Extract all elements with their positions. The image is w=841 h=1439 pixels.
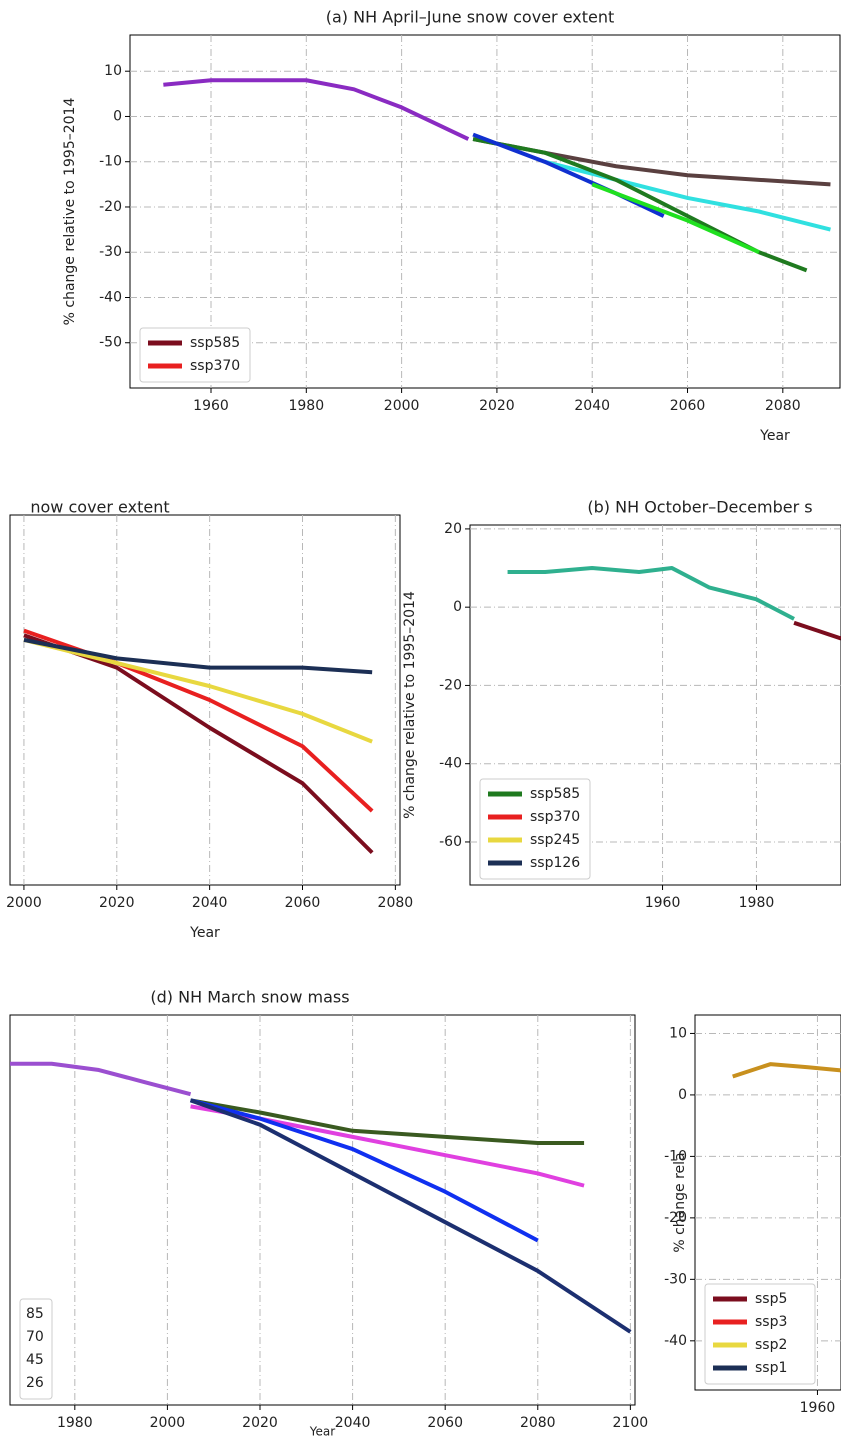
y-tick-label: 0 bbox=[113, 108, 122, 124]
x-tick-label: 2020 bbox=[479, 398, 515, 414]
legend-label: 26 bbox=[26, 1375, 44, 1391]
y-tick-label: -30 bbox=[664, 1271, 687, 1287]
figure: 1960198020002020204020602080100-10-20-30… bbox=[0, 0, 841, 1439]
x-tick-label: 1980 bbox=[739, 895, 775, 911]
y-tick-label: -40 bbox=[439, 756, 462, 772]
y-tick-label: -40 bbox=[99, 289, 122, 305]
x-tick-label: 2080 bbox=[520, 1415, 556, 1431]
y-tick-label: 10 bbox=[104, 63, 122, 79]
legend-label: ssp3 bbox=[755, 1314, 787, 1330]
y-tick-label: -60 bbox=[439, 834, 462, 850]
y-axis-label: % change rela bbox=[672, 1152, 688, 1252]
x-tick-label: 2020 bbox=[242, 1415, 278, 1431]
legend-label: 70 bbox=[26, 1329, 44, 1345]
legend-label: 85 bbox=[26, 1306, 44, 1322]
chart-title: (b) NH October–December s bbox=[587, 498, 812, 517]
y-tick-label: -50 bbox=[99, 335, 122, 351]
chart-panel: 1980 2000 2020 2040 2060 2080 2100 (d) NH March… bbox=[10, 988, 648, 1439]
y-tick-label: 20 bbox=[444, 521, 462, 537]
x-tick-label: 1960 bbox=[645, 895, 681, 911]
x-tick-label: 2000 bbox=[150, 1415, 186, 1431]
y-axis-label: % change relative to 1995–2014 bbox=[402, 591, 418, 819]
plot-area bbox=[10, 1015, 635, 1405]
x-tick-label: 2040 bbox=[335, 1415, 371, 1431]
legend-label: ssp1 bbox=[755, 1360, 787, 1376]
x-tick-label: 2020 bbox=[99, 895, 135, 911]
legend-label: ssp585 bbox=[190, 335, 240, 351]
x-tick-label: 2100 bbox=[613, 1415, 649, 1431]
x-tick-label: 2040 bbox=[192, 895, 228, 911]
x-tick-label: 1980 bbox=[288, 398, 324, 414]
y-tick-label: 0 bbox=[678, 1087, 687, 1103]
x-axis-label: Year bbox=[189, 925, 220, 941]
x-tick-label: 1980 bbox=[57, 1415, 93, 1431]
y-tick-label: 10 bbox=[669, 1025, 687, 1041]
legend-label: 45 bbox=[26, 1352, 44, 1368]
legend-label: ssp5 bbox=[755, 1291, 787, 1307]
x-tick-label: 2040 bbox=[574, 398, 610, 414]
x-tick-label: 2060 bbox=[670, 398, 706, 414]
y-tick-label: -20 bbox=[439, 677, 462, 693]
x-tick-label: 2000 bbox=[6, 895, 42, 911]
x-tick-label: 1960 bbox=[193, 398, 229, 414]
x-tick-label: 2060 bbox=[285, 895, 321, 911]
legend-label: ssp370 bbox=[530, 809, 580, 825]
x-tick-label: 2080 bbox=[765, 398, 801, 414]
x-axis-label: Year bbox=[759, 428, 790, 444]
legend-label: ssp126 bbox=[530, 855, 580, 871]
legend-label: ssp2 bbox=[755, 1337, 787, 1353]
y-tick-label: -20 bbox=[99, 199, 122, 215]
chart-title: now cover extent bbox=[30, 498, 169, 517]
chart-panel: 2000 2020 2040 2060 2080 now cover extent Year bbox=[6, 498, 413, 942]
chart-title: (a) NH April–June snow cover extent bbox=[326, 8, 615, 27]
chart-panel: 1960 1980 2000 2020 2040 2060 2080 10 0 -10 -20 -30… bbox=[62, 8, 840, 445]
x-tick-label: 2060 bbox=[427, 1415, 463, 1431]
y-tick-label: -10 bbox=[99, 154, 122, 170]
y-tick-label: -30 bbox=[99, 244, 122, 260]
x-axis-label: Year bbox=[309, 1425, 335, 1439]
legend-label: ssp245 bbox=[530, 832, 580, 848]
legend-label: ssp585 bbox=[530, 786, 580, 802]
x-tick-label: 2080 bbox=[378, 895, 414, 911]
chart-title: (d) NH March snow mass bbox=[150, 988, 349, 1007]
legend-label: ssp370 bbox=[190, 358, 240, 374]
x-tick-label: 1960 bbox=[800, 1400, 836, 1416]
y-tick-label: 0 bbox=[453, 599, 462, 615]
y-tick-label: -40 bbox=[664, 1333, 687, 1349]
y-axis-label: % change relative to 1995–2014 bbox=[62, 98, 78, 326]
x-tick-label: 2000 bbox=[384, 398, 420, 414]
chart-panel: 1960 1980 20 0 -20 -40 -60 (b) NH October–Decem… bbox=[402, 498, 841, 912]
